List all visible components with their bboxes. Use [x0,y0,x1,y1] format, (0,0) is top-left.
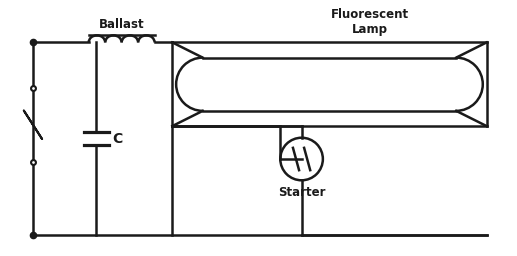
Text: C: C [113,132,123,146]
Text: Fluorescent
Lamp: Fluorescent Lamp [331,8,409,36]
Text: Ballast: Ballast [99,18,144,30]
Text: Starter: Starter [278,186,325,199]
